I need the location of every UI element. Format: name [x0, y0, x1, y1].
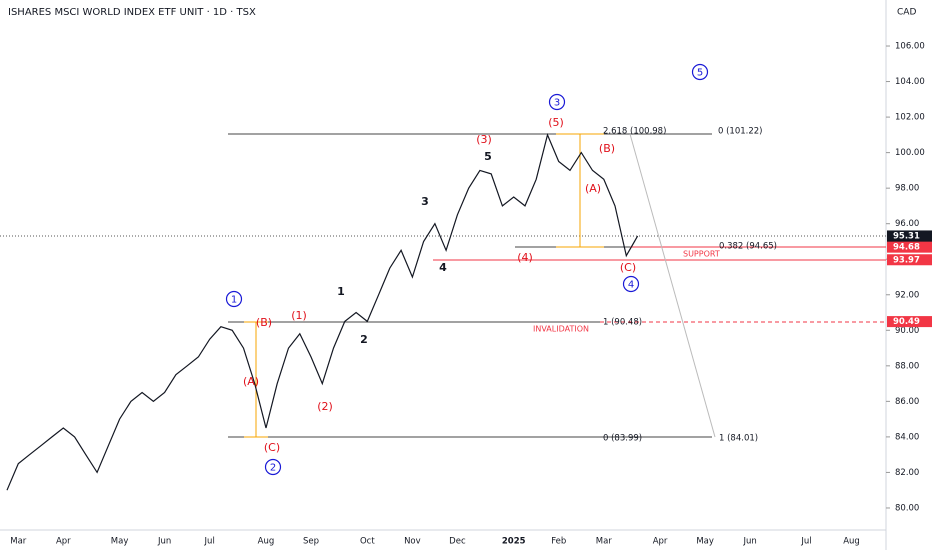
fib-label: 0 (101.22) — [718, 127, 762, 137]
fib-label: 0.382 (94.65) — [719, 242, 777, 252]
x-tick-label: Apr — [653, 537, 668, 547]
fib-label: 2.618 (100.98) — [603, 127, 666, 137]
wave-label: 4 — [439, 261, 447, 274]
x-tick-label: May — [696, 537, 714, 547]
x-tick-label: Mar — [10, 537, 27, 547]
wave-label: (2) — [317, 400, 333, 413]
price-label-box — [887, 316, 932, 328]
y-tick-label: 80.00 — [895, 503, 919, 513]
y-tick-label: 90.00 — [895, 326, 919, 336]
wave-label: (B) — [256, 316, 272, 329]
wave-label: (1) — [291, 309, 307, 322]
y-tick-label: 106.00 — [895, 42, 925, 52]
trend-line — [629, 133, 716, 438]
wave-label: (C) — [620, 261, 636, 274]
x-tick-label: Jul — [204, 537, 215, 547]
wave-label: 2 — [360, 333, 368, 346]
y-tick-label: 98.00 — [895, 184, 919, 194]
wave-label: 1 — [337, 285, 345, 298]
x-tick-label: Jun — [743, 537, 757, 547]
price-label: 94.68 — [893, 243, 920, 253]
price-line — [6, 133, 639, 491]
note: SUPPORT — [683, 250, 720, 259]
x-tick-label: Apr — [56, 537, 71, 547]
y-tick-label: 86.00 — [895, 397, 919, 407]
wave-circle — [622, 275, 640, 293]
wave-label: (3) — [476, 133, 492, 146]
wave-label: (B) — [599, 142, 615, 155]
x-tick-label: Jul — [800, 537, 811, 547]
price-label: 95.31 — [893, 231, 920, 241]
fib-label: 1 (90.48) — [603, 318, 642, 328]
wave-circle — [225, 290, 243, 308]
y-tick-label: 100.00 — [895, 148, 925, 158]
note: INVALIDATION — [533, 325, 589, 334]
chart-title: ISHARES MSCI WORLD INDEX ETF UNIT · 1D ·… — [8, 7, 256, 18]
wave-label: (4) — [517, 251, 533, 264]
drawings — [0, 133, 886, 438]
fib-label: 0 (83.99) — [603, 434, 642, 444]
fib-label: 1 (84.01) — [719, 434, 758, 444]
wave-label: 5 — [697, 68, 703, 79]
wave-label: (5) — [548, 116, 564, 129]
y-tick-label: 102.00 — [895, 113, 925, 123]
wave-circle — [264, 458, 282, 476]
wave-label: (A) — [243, 375, 259, 388]
y-tick-label: 92.00 — [895, 290, 919, 300]
x-tick-label: Aug — [843, 537, 860, 547]
x-tick-label: May — [111, 537, 129, 547]
wave-label: 4 — [628, 280, 634, 291]
currency: CAD — [897, 8, 916, 18]
y-tick-label: 104.00 — [895, 77, 925, 87]
wave-label: (A) — [585, 182, 601, 195]
x-tick-label: Nov — [404, 537, 421, 547]
x-tick-label: Sep — [303, 537, 319, 547]
wave-label: 5 — [484, 150, 492, 163]
y-tick-label: 88.00 — [895, 361, 919, 371]
wave-label: 3 — [554, 98, 560, 109]
x-tick-label: Jun — [157, 537, 171, 547]
wave-circle — [691, 63, 709, 81]
x-tick-label: 2025 — [502, 537, 526, 547]
y-tick-label: 84.00 — [895, 432, 919, 442]
price-axis: 80.0082.0084.0086.0088.0090.0092.0094.00… — [886, 42, 925, 513]
x-tick-label: Mar — [596, 537, 613, 547]
price-label: 93.97 — [893, 255, 920, 265]
x-tick-label: Dec — [449, 537, 466, 547]
price-label-box — [887, 254, 932, 266]
x-tick-label: Oct — [360, 537, 375, 547]
y-tick-label: 82.00 — [895, 468, 919, 478]
wave-label: 3 — [421, 195, 429, 208]
x-tick-label: Aug — [258, 537, 275, 547]
wave-label: (C) — [264, 441, 280, 454]
wave-label: 1 — [231, 295, 237, 306]
price-label: 90.49 — [893, 317, 920, 327]
y-tick-label: 96.00 — [895, 219, 919, 229]
price-label-box — [887, 241, 932, 253]
x-tick-label: Feb — [551, 537, 566, 547]
wave-label: 2 — [270, 463, 276, 474]
time-axis: Mar Apr May Jun Jul Aug Sep Oct Nov Dec 2025 Feb Mar… — [10, 537, 860, 547]
wave-circle — [548, 93, 566, 111]
